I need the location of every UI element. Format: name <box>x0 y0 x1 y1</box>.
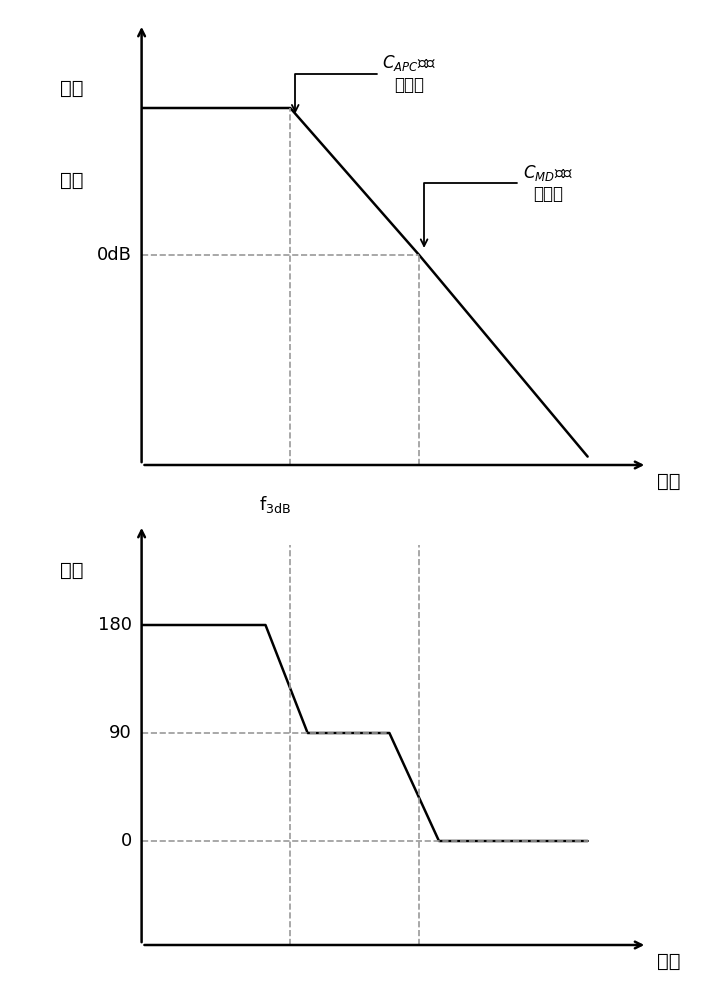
Text: 180: 180 <box>98 616 132 634</box>
Text: 0dB: 0dB <box>97 246 132 264</box>
Text: 增益: 增益 <box>60 171 84 190</box>
Text: 频率: 频率 <box>657 472 680 491</box>
Text: $C_{APC}$产生
的极点: $C_{APC}$产生 的极点 <box>292 53 436 112</box>
Text: $C_{MD}$产生
的极点: $C_{MD}$产生 的极点 <box>421 163 573 246</box>
Text: 相位: 相位 <box>60 561 84 580</box>
Text: 开环: 开环 <box>60 79 84 98</box>
Text: 90: 90 <box>109 724 132 742</box>
Text: 0: 0 <box>120 832 132 850</box>
Text: 频率: 频率 <box>657 952 680 970</box>
Text: $\mathregular{f_{3dB}}$: $\mathregular{f_{3dB}}$ <box>259 494 292 515</box>
